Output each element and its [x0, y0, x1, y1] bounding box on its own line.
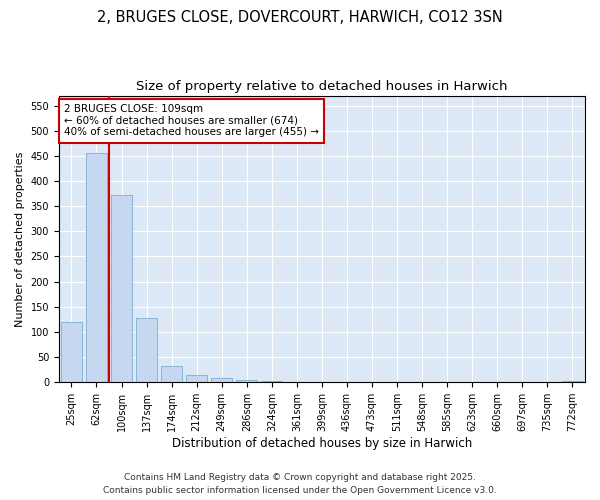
Bar — [86, 154, 107, 382]
Bar — [562, 381, 583, 382]
Bar — [136, 318, 157, 382]
Bar — [236, 380, 257, 382]
Title: Size of property relative to detached houses in Harwich: Size of property relative to detached ho… — [136, 80, 508, 93]
Text: 2 BRUGES CLOSE: 109sqm
← 60% of detached houses are smaller (674)
40% of semi-de: 2 BRUGES CLOSE: 109sqm ← 60% of detached… — [64, 104, 319, 138]
Text: Contains HM Land Registry data © Crown copyright and database right 2025.
Contai: Contains HM Land Registry data © Crown c… — [103, 474, 497, 495]
Bar — [186, 374, 208, 382]
Text: 2, BRUGES CLOSE, DOVERCOURT, HARWICH, CO12 3SN: 2, BRUGES CLOSE, DOVERCOURT, HARWICH, CO… — [97, 10, 503, 25]
Bar — [111, 194, 132, 382]
Bar — [161, 366, 182, 382]
X-axis label: Distribution of detached houses by size in Harwich: Distribution of detached houses by size … — [172, 437, 472, 450]
Bar — [61, 322, 82, 382]
Bar — [261, 380, 283, 382]
Y-axis label: Number of detached properties: Number of detached properties — [15, 151, 25, 326]
Bar — [211, 378, 232, 382]
